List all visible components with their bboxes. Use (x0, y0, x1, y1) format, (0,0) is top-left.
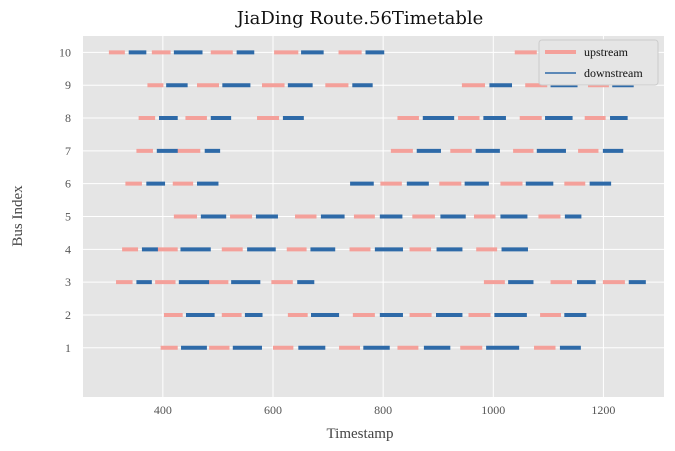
x-tick-label: 1000 (481, 403, 505, 417)
axis-ticks: 400 600 800 1000 1200 1 2 3 4 5 6 7 8 9 10 (59, 45, 615, 417)
y-tick-label: 10 (59, 45, 71, 59)
y-tick-label: 9 (65, 78, 71, 92)
y-tick-label: 1 (65, 341, 71, 355)
x-tick-label: 600 (264, 403, 282, 417)
y-tick-label: 2 (65, 308, 71, 322)
y-tick-label: 6 (65, 177, 71, 191)
y-tick-label: 4 (65, 242, 71, 256)
x-axis-label: Timestamp (327, 426, 394, 442)
x-tick-label: 1200 (591, 403, 615, 417)
legend-upstream-label: upstream (584, 45, 629, 59)
legend-downstream-label: downstream (584, 66, 643, 80)
y-axis-label: Bus Index (10, 185, 26, 247)
timeline-bars (108, 50, 646, 350)
y-tick-label: 5 (65, 210, 71, 224)
legend: upstream downstream (538, 39, 659, 86)
y-tick-label: 3 (65, 275, 71, 289)
y-tick-label: 7 (65, 144, 71, 158)
x-tick-label: 400 (154, 403, 172, 417)
x-tick-label: 800 (374, 403, 392, 417)
y-tick-label: 8 (65, 111, 71, 125)
chart-title: JiaDing Route.56Timetable (235, 8, 484, 29)
